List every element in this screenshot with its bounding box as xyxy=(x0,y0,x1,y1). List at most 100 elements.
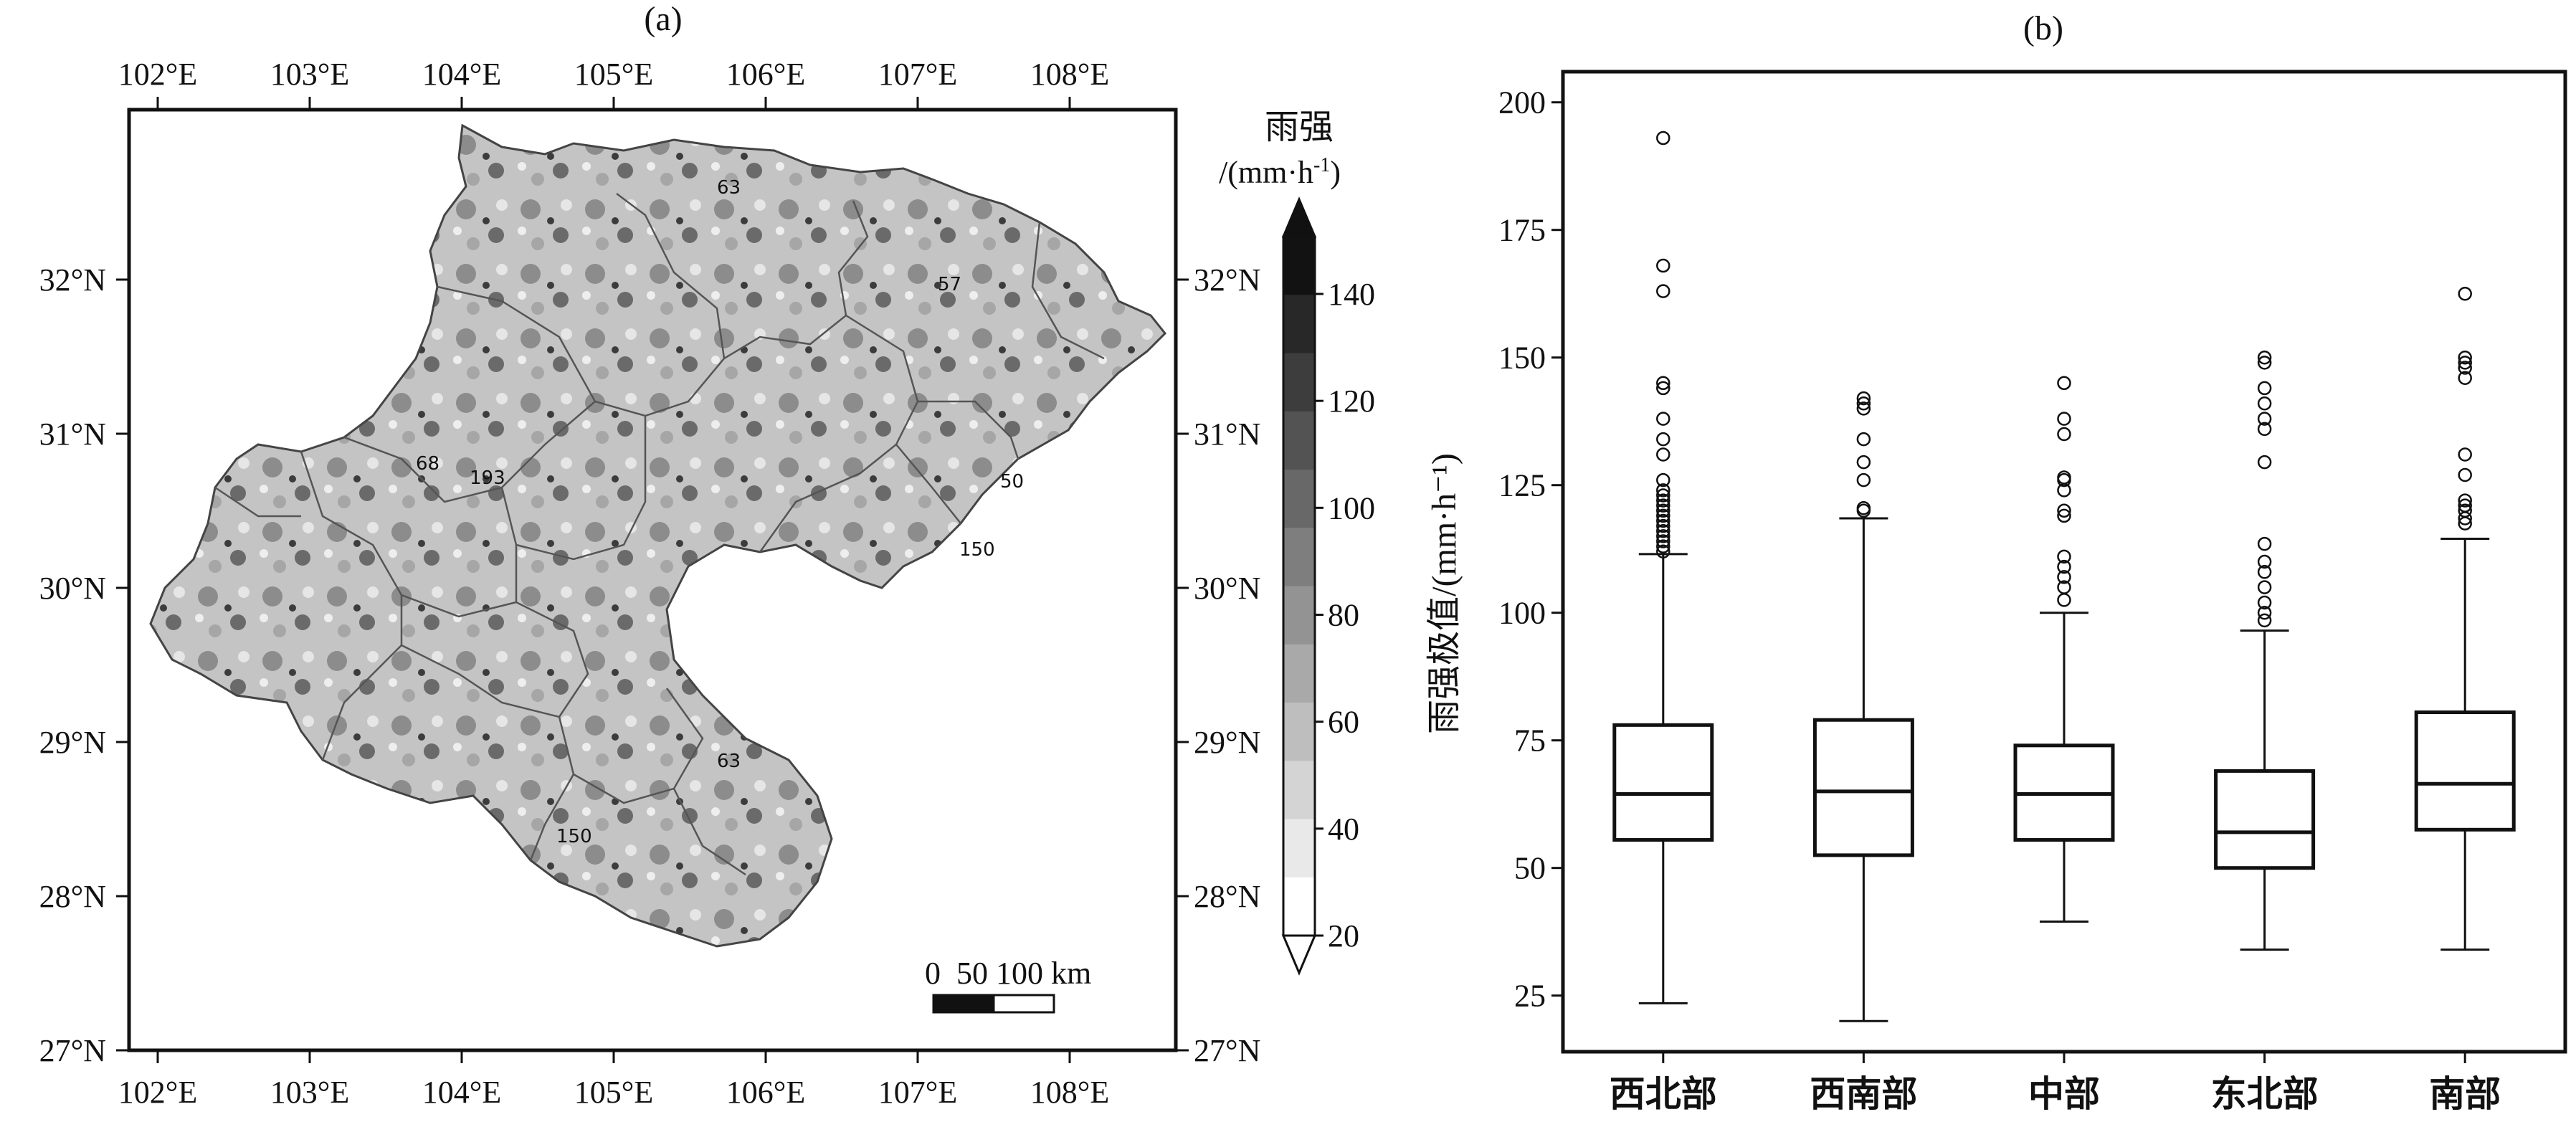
colorbar-ticks: 140 120 100 80 60 40 20 xyxy=(1315,277,1375,954)
flier-point xyxy=(1656,493,1670,508)
y-tick-label: 175 xyxy=(1498,213,1546,248)
flier-point xyxy=(2057,508,2071,523)
lon-tick-label-top: 104°E xyxy=(422,57,501,92)
panel-b-label: (b) xyxy=(2023,9,2063,47)
flier-point xyxy=(2257,422,2272,437)
scale-bar: 0 50 100 km xyxy=(925,956,1091,1014)
flier-point xyxy=(2057,470,2071,485)
colorbar-bar xyxy=(1281,196,1317,976)
lat-tick-label-left: 28°N xyxy=(39,879,106,914)
flier-point xyxy=(2257,613,2272,628)
flier-point xyxy=(2057,427,2071,442)
flier-point xyxy=(2057,376,2071,391)
lat-tick-label-left: 27°N xyxy=(39,1033,106,1068)
flier-point xyxy=(1656,483,1670,498)
lon-tick-label-bottom: 106°E xyxy=(726,1075,805,1110)
flier-point xyxy=(2257,554,2272,569)
box-iqr xyxy=(1612,723,1714,842)
lon-tick-label-bottom: 103°E xyxy=(270,1075,349,1110)
station-label: 150 xyxy=(556,826,592,847)
map-panel: (a) 63 xyxy=(39,0,1375,1110)
box-3 xyxy=(2214,350,2316,951)
flier-point xyxy=(2458,467,2472,482)
box-1 xyxy=(1812,391,1914,1022)
x-tick-label: 南部 xyxy=(2429,1074,2501,1114)
box-series xyxy=(1612,130,2516,1022)
lat-tick-label-left: 29°N xyxy=(39,725,106,760)
flier-point xyxy=(2458,361,2472,375)
flier-point xyxy=(1656,447,1670,462)
station-label: 193 xyxy=(470,467,505,489)
station-labels: 63 57 68 193 50 150 63 150 xyxy=(416,177,1024,847)
lat-tick-label-left: 32°N xyxy=(39,262,106,298)
flier-point xyxy=(2057,593,2071,607)
flier-point xyxy=(1856,472,1871,488)
flier-point xyxy=(1656,376,1670,391)
station-label: 63 xyxy=(717,751,741,772)
lon-tick-label-top: 108°E xyxy=(1030,57,1109,92)
colorbar-tick-label: 100 xyxy=(1328,490,1375,526)
flier-point xyxy=(2057,580,2071,594)
flier-point xyxy=(2057,570,2071,584)
flier-point xyxy=(1656,432,1670,447)
box-4 xyxy=(2414,286,2516,951)
flier-point xyxy=(1656,544,1670,559)
lat-tick-label-left: 31°N xyxy=(39,417,106,452)
flier-point xyxy=(1856,500,1871,515)
y-tick-label: 100 xyxy=(1498,596,1546,631)
flier-point xyxy=(1856,455,1871,470)
y-tick-label: 150 xyxy=(1498,341,1546,376)
colorbar-unit: /(mm·h-1) xyxy=(1219,154,1341,190)
x-tick-label: 西北部 xyxy=(1610,1074,1717,1114)
lon-tick-label-top: 103°E xyxy=(270,57,349,92)
flier-point xyxy=(1656,508,1670,523)
flier-point xyxy=(1856,396,1871,411)
flier-point xyxy=(1656,284,1670,298)
flier-point xyxy=(2257,536,2272,551)
flier-point xyxy=(2458,498,2472,513)
y-tick-label: 200 xyxy=(1498,85,1546,120)
flier-point xyxy=(2257,595,2272,610)
x-tick-label: 中部 xyxy=(2028,1074,2100,1114)
box-0 xyxy=(1612,130,1714,1004)
lat-tick-label-right: 28°N xyxy=(1194,879,1260,914)
y-axis: 25 50 75 100 125 150 175 200 xyxy=(1498,85,1563,1014)
lon-tick-label-bottom: 104°E xyxy=(422,1075,501,1110)
flier-point xyxy=(2057,549,2071,564)
lat-tick-label-right: 30°N xyxy=(1194,571,1260,606)
y-tick-label: 75 xyxy=(1514,723,1546,759)
x-tick-label: 西南部 xyxy=(1810,1074,1917,1114)
flier-point xyxy=(2257,455,2272,470)
lon-tick-label-bottom: 107°E xyxy=(878,1075,957,1110)
lat-tick-label-right: 29°N xyxy=(1194,725,1260,760)
flier-point xyxy=(2458,286,2472,301)
flier-point xyxy=(1656,518,1670,533)
flier-point xyxy=(1656,513,1670,528)
map-region xyxy=(149,123,1167,948)
flier-point xyxy=(2057,559,2071,574)
box-iqr xyxy=(2414,710,2516,832)
flier-point xyxy=(1656,130,1670,146)
y-axis-title: 雨强极值/(mm·h⁻¹) xyxy=(1425,453,1463,734)
map-ticks: 102°E 102°E 103°E 103°E 104°E 104°E 105°E 105°E… xyxy=(39,57,1261,1110)
flier-point xyxy=(1656,381,1670,396)
lon-tick-label-bottom: 108°E xyxy=(1030,1075,1109,1110)
flier-point xyxy=(1856,432,1871,447)
boxplot-panel: (b) 雨强极值/(mm·h⁻¹) 255075100125150175200 … xyxy=(1425,9,2567,1114)
y-tick-label: 50 xyxy=(1514,851,1546,886)
flier-point xyxy=(1656,498,1670,513)
flier-point xyxy=(1656,539,1670,553)
colorbar-tick-label: 120 xyxy=(1328,384,1375,419)
lat-tick-label-right: 31°N xyxy=(1194,417,1260,452)
scale-bar-label: 0 50 100 km xyxy=(925,956,1091,991)
station-label: 63 xyxy=(717,177,741,199)
flier-point xyxy=(1856,391,1871,406)
lat-tick-label-right: 32°N xyxy=(1194,262,1260,298)
lat-tick-label-right: 27°N xyxy=(1194,1033,1260,1068)
flier-point xyxy=(1856,401,1871,416)
flier-point xyxy=(2057,503,2071,518)
box-iqr xyxy=(2214,769,2316,870)
flier-point xyxy=(1656,503,1670,518)
flier-point xyxy=(2257,381,2272,396)
